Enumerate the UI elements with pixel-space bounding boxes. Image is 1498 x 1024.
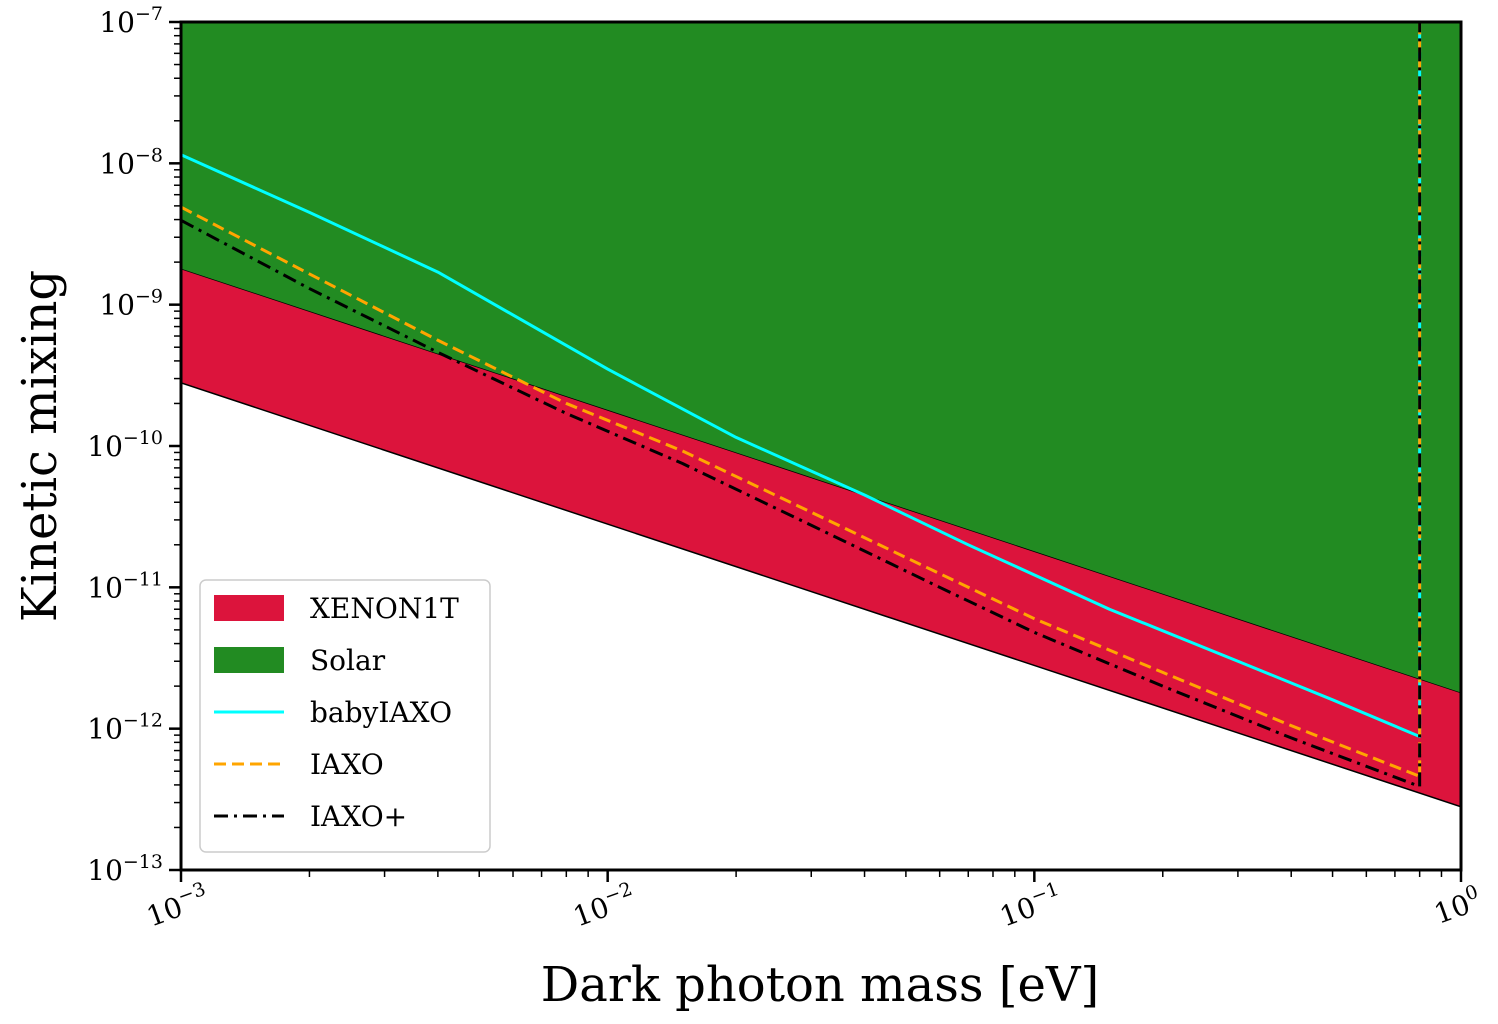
legend-label-4: IAXO+ [310, 800, 407, 833]
legend-swatch-0 [214, 595, 284, 621]
legend-label-2: babyIAXO [310, 696, 452, 729]
legend-label-3: IAXO [310, 748, 384, 781]
series-line-3 [181, 22, 1422, 778]
x-tick-label-group: 10−2 [568, 878, 640, 934]
legend-swatch-1 [214, 647, 284, 673]
x-tick-label: 10−3 [141, 878, 213, 934]
y-tick-label: 10−13 [87, 851, 163, 887]
legend-label-0: XENON1T [310, 592, 459, 625]
x-axis-title: Dark photon mass [eV] [541, 957, 1099, 1013]
x-tick-label: 10−2 [568, 878, 640, 934]
x-tick-label-group: 10−3 [141, 878, 213, 934]
series-lower-edge-0 [181, 382, 1461, 808]
x-tick-label-group: 10−1 [995, 878, 1067, 934]
legend: XENON1T Solar babyIAXO IAXO IAXO+ [199, 579, 491, 853]
y-tick-label: 10−7 [99, 3, 163, 39]
x-tick-label-group: 100 [1429, 881, 1486, 931]
y-tick-label: 10−12 [87, 710, 163, 746]
y-tick-label: 10−8 [99, 144, 163, 180]
series-area-0 [181, 268, 1461, 807]
series-line-2 [181, 22, 1422, 739]
series-line-4 [181, 22, 1422, 788]
y-tick-label: 10−10 [87, 427, 163, 463]
legend-label-1: Solar [310, 644, 386, 677]
y-tick-label: 10−9 [99, 286, 163, 322]
plot-area [181, 22, 1461, 808]
axis-ticks [169, 20, 1463, 882]
series-area-1 [181, 22, 1461, 693]
x-tick-label: 10−1 [995, 878, 1067, 934]
y-tick-label: 10−11 [87, 568, 163, 604]
x-tick-label: 100 [1429, 881, 1486, 931]
y-axis-title: Kinetic mixing [12, 270, 68, 622]
